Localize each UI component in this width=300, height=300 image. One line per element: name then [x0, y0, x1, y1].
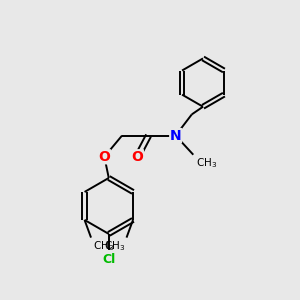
- Text: O: O: [98, 150, 110, 164]
- Text: CH$_3$: CH$_3$: [104, 239, 125, 253]
- Text: CH$_3$: CH$_3$: [92, 239, 114, 253]
- Text: Cl: Cl: [102, 253, 116, 266]
- Text: N: N: [170, 129, 182, 142]
- Text: CH$_3$: CH$_3$: [196, 156, 217, 170]
- Text: O: O: [131, 150, 143, 164]
